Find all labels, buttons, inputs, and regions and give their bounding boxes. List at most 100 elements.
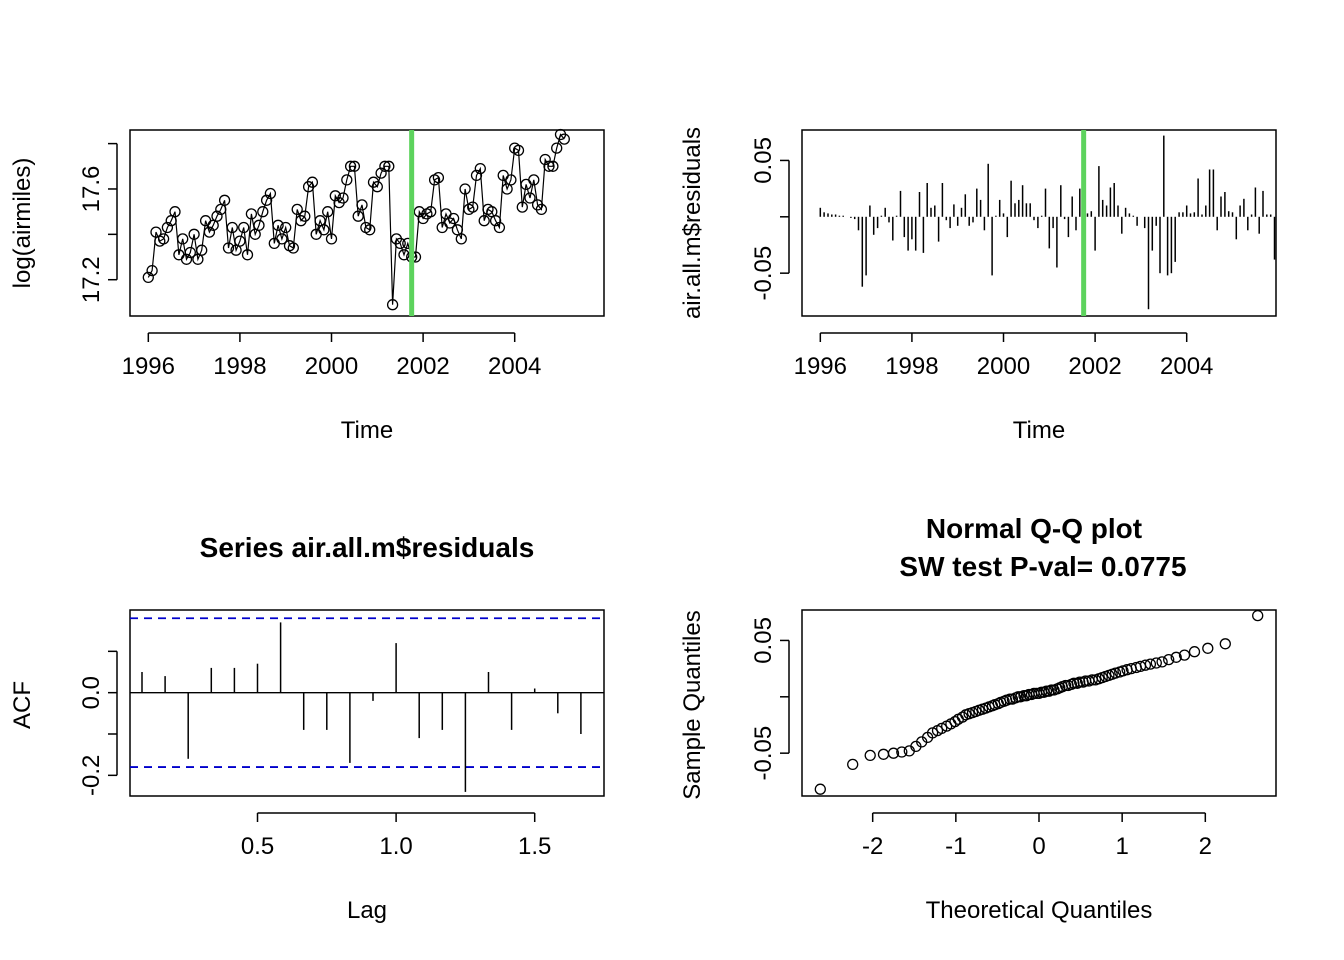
data-point xyxy=(425,206,437,218)
data-point xyxy=(234,235,246,247)
data-point xyxy=(386,299,399,311)
y-tick-label: 17.2 xyxy=(78,256,105,303)
data-point xyxy=(341,174,353,186)
data-point xyxy=(306,176,319,188)
y-tick-label: 17.6 xyxy=(78,166,105,213)
plot-frame xyxy=(129,129,605,317)
data-point xyxy=(272,219,284,231)
y-axis: -0.2 0.0 xyxy=(78,650,118,796)
data-point xyxy=(169,206,181,218)
data-point xyxy=(329,190,341,202)
data-point xyxy=(257,206,269,218)
data-point xyxy=(180,253,193,265)
data-point xyxy=(188,228,200,240)
data-point xyxy=(260,194,273,206)
data-point xyxy=(146,264,158,277)
qq-point xyxy=(1163,653,1175,666)
panel-residuals: 1996 1998 2000 2002 2004 -0.05 0.05 Time air.… xyxy=(679,127,1277,444)
data-point xyxy=(524,192,536,204)
data-point xyxy=(241,249,254,261)
y-tick-label: -0.05 xyxy=(750,726,777,781)
data-point xyxy=(394,237,406,250)
data-point xyxy=(398,249,410,261)
x-tick-label: 2002 xyxy=(396,353,449,380)
x-axis: 1996 1998 2000 2002 2004 xyxy=(794,332,1213,380)
panel-qq: Normal Q-Q plot SW test P-val= 0.0775 -2… xyxy=(679,513,1277,924)
x-tick-label: 1 xyxy=(1115,833,1128,860)
plot-frame xyxy=(129,609,605,797)
data-point xyxy=(470,169,483,182)
y-tick-label: -0.05 xyxy=(750,246,777,301)
data-point xyxy=(375,167,387,179)
data-point xyxy=(196,244,208,256)
qq-point xyxy=(864,749,876,762)
x-tick-label: 1996 xyxy=(794,353,847,380)
data-point xyxy=(203,226,216,238)
data-point xyxy=(276,233,288,245)
x-tick-label: 1996 xyxy=(122,353,175,380)
data-point xyxy=(432,171,445,184)
x-tick-label: 2004 xyxy=(1160,353,1213,380)
x-tick-label: 2000 xyxy=(305,353,358,380)
x-tick-label: 1998 xyxy=(213,353,266,380)
data-point xyxy=(325,233,338,245)
x-axis-label: Time xyxy=(341,417,393,444)
data-point xyxy=(539,153,551,166)
data-point xyxy=(299,210,311,222)
data-point xyxy=(322,206,334,218)
y-axis: -0.05 0.05 xyxy=(750,617,790,781)
qq-point xyxy=(1178,649,1191,661)
x-tick-label: 1.5 xyxy=(518,833,551,860)
data-point xyxy=(226,221,238,234)
x-tick-label: 2002 xyxy=(1068,353,1121,380)
x-axis-label: Time xyxy=(1013,417,1065,444)
data-point xyxy=(264,187,277,200)
qq-point xyxy=(1144,658,1157,670)
x-axis-label: Theoretical Quantiles xyxy=(926,897,1153,924)
qq-point xyxy=(936,722,948,735)
qq-point xyxy=(1252,609,1264,622)
y-tick-label: -0.2 xyxy=(78,755,105,796)
x-tick-label: -2 xyxy=(862,833,883,860)
plot-frame xyxy=(801,609,1277,797)
data-point xyxy=(291,203,303,216)
data-point xyxy=(383,160,395,172)
data-point xyxy=(337,192,349,204)
data-point xyxy=(535,203,548,216)
x-tick-label: 1.0 xyxy=(379,833,412,860)
qq-point xyxy=(1156,656,1168,668)
y-axis-label: Sample Quantiles xyxy=(679,610,706,799)
data-point xyxy=(344,160,357,172)
data-point xyxy=(184,246,196,259)
data-point xyxy=(551,142,563,154)
qq-point xyxy=(847,758,859,771)
data-point xyxy=(142,271,154,284)
chart-subtitle: SW test P-val= 0.0775 xyxy=(899,551,1186,582)
qq-point xyxy=(956,711,969,723)
data-point xyxy=(459,183,471,195)
qq-point xyxy=(1150,657,1162,669)
y-axis-label: ACF xyxy=(9,681,36,729)
x-tick-label: 2 xyxy=(1199,833,1212,860)
data-point xyxy=(352,210,364,222)
qq-point xyxy=(1202,642,1214,654)
data-point xyxy=(512,144,525,157)
data-point xyxy=(505,174,517,186)
data-point xyxy=(489,215,502,227)
x-tick-label: 2000 xyxy=(977,353,1030,380)
x-tick-label: -1 xyxy=(945,833,966,860)
qq-point xyxy=(814,783,826,795)
qq-point xyxy=(896,746,908,758)
data-point xyxy=(253,219,265,231)
x-axis-label: Lag xyxy=(347,897,387,924)
panel-acf: Series air.all.m$residuals 0.5 1.0 1.5 -0.… xyxy=(9,532,605,924)
x-axis: 1996 1998 2000 2002 2004 xyxy=(122,332,541,380)
data-point xyxy=(211,210,223,222)
x-tick-label: 1998 xyxy=(885,353,938,380)
x-axis: 0.5 1.0 1.5 xyxy=(241,812,551,860)
data-point xyxy=(516,201,528,213)
qq-point xyxy=(887,747,900,759)
y-tick-label: 0.0 xyxy=(78,676,105,709)
